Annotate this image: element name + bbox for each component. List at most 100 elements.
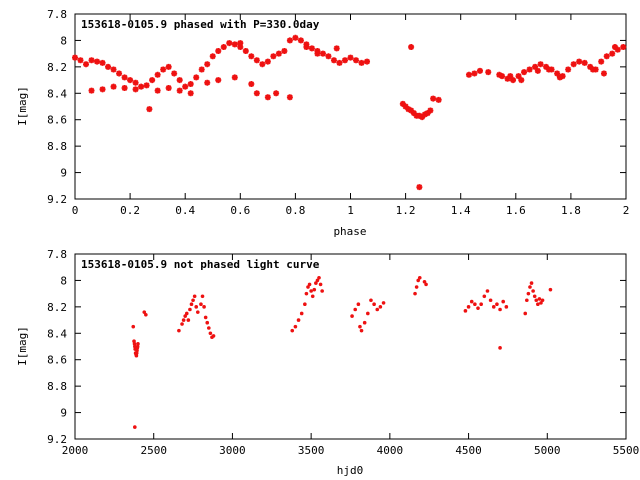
y-axis-label-unphased: I[mag] bbox=[16, 326, 29, 366]
data-point bbox=[135, 348, 139, 353]
data-point bbox=[132, 79, 139, 86]
data-point bbox=[526, 291, 531, 296]
data-point bbox=[523, 311, 528, 316]
data-point bbox=[189, 302, 194, 307]
data-point bbox=[476, 306, 480, 310]
data-point bbox=[200, 294, 205, 299]
data-point bbox=[215, 48, 222, 54]
data-point bbox=[325, 53, 332, 60]
data-point bbox=[565, 66, 572, 73]
data-point bbox=[358, 59, 365, 66]
data-point bbox=[77, 57, 84, 64]
plot-frame-unphased bbox=[74, 253, 627, 440]
data-point bbox=[353, 57, 360, 64]
y-tick-label: 8.2 bbox=[47, 301, 67, 314]
data-point bbox=[498, 307, 502, 312]
data-point bbox=[422, 279, 427, 284]
x-tick-label: 1 bbox=[347, 204, 354, 217]
data-point bbox=[304, 291, 309, 296]
data-point bbox=[121, 85, 128, 91]
y-tick-label: 8.2 bbox=[47, 61, 67, 74]
data-point bbox=[191, 298, 195, 303]
y-tick-label: 8.8 bbox=[47, 380, 67, 393]
data-point bbox=[417, 275, 422, 280]
data-point bbox=[378, 305, 383, 309]
data-point bbox=[146, 106, 153, 113]
data-point bbox=[231, 41, 238, 48]
data-point bbox=[187, 90, 194, 97]
data-point bbox=[143, 82, 150, 89]
axis-ticks-unphased: 2000 2500 3000 3500 4000 4500 5000 5500 7.8 8 8.2 8… bbox=[47, 248, 639, 457]
data-point bbox=[603, 53, 610, 60]
data-point bbox=[528, 285, 532, 289]
data-point bbox=[488, 298, 493, 303]
data-point bbox=[264, 94, 271, 101]
x-tick-label: 3000 bbox=[219, 444, 246, 457]
data-point bbox=[105, 63, 112, 70]
y-tick-label: 8 bbox=[60, 34, 67, 47]
x-tick-label: 2 bbox=[623, 204, 630, 217]
data-point bbox=[132, 86, 139, 93]
data-point bbox=[473, 302, 477, 307]
data-point bbox=[465, 71, 472, 78]
data-point bbox=[507, 73, 514, 80]
data-point bbox=[589, 66, 596, 73]
data-point bbox=[297, 37, 304, 44]
data-point bbox=[195, 310, 200, 314]
plot-frame-phased bbox=[74, 13, 627, 200]
data-points-phased bbox=[72, 34, 627, 191]
data-point bbox=[121, 74, 128, 81]
x-tick-label: 1.4 bbox=[451, 204, 471, 217]
data-point bbox=[504, 75, 511, 82]
data-point bbox=[587, 63, 594, 70]
data-point bbox=[471, 70, 478, 77]
data-point bbox=[435, 96, 442, 103]
data-point bbox=[253, 90, 260, 97]
y-tick-label: 8.4 bbox=[47, 87, 67, 100]
data-point bbox=[315, 278, 320, 283]
data-point bbox=[72, 54, 78, 61]
data-point bbox=[202, 305, 206, 309]
data-point bbox=[154, 87, 161, 94]
data-point bbox=[314, 281, 318, 285]
data-point bbox=[293, 324, 298, 329]
data-point bbox=[369, 298, 373, 303]
data-point bbox=[242, 48, 249, 54]
data-point bbox=[424, 110, 431, 117]
data-point bbox=[199, 302, 203, 307]
y-tick-label: 8.6 bbox=[47, 114, 67, 127]
data-point bbox=[543, 63, 550, 70]
data-point bbox=[188, 307, 192, 312]
data-point bbox=[372, 302, 376, 307]
data-point bbox=[414, 285, 419, 289]
x-tick-label: 0.6 bbox=[230, 204, 250, 217]
data-point bbox=[318, 282, 323, 287]
data-point bbox=[556, 74, 563, 81]
data-point bbox=[515, 73, 522, 80]
data-point bbox=[375, 307, 380, 312]
data-point bbox=[180, 322, 184, 326]
x-tick-label: 3500 bbox=[298, 444, 325, 457]
data-point bbox=[275, 50, 282, 57]
x-tick-label: 0.8 bbox=[285, 204, 305, 217]
data-point bbox=[131, 324, 136, 329]
data-point bbox=[132, 342, 137, 346]
data-point bbox=[303, 44, 310, 51]
data-point bbox=[127, 77, 134, 84]
y-tick-label: 8 bbox=[60, 274, 67, 287]
y-tick-label: 9.2 bbox=[47, 433, 67, 446]
data-point bbox=[485, 69, 492, 76]
data-point bbox=[204, 79, 211, 86]
data-point bbox=[211, 334, 216, 338]
x-tick-label: 2000 bbox=[62, 444, 89, 457]
x-axis-label-phased: phase bbox=[333, 225, 366, 238]
data-point bbox=[598, 58, 605, 65]
data-point bbox=[421, 111, 428, 118]
data-point bbox=[83, 61, 90, 68]
data-point bbox=[181, 318, 186, 322]
x-tick-label: 0 bbox=[72, 204, 79, 217]
data-point bbox=[264, 58, 271, 65]
data-point bbox=[495, 302, 499, 307]
data-point bbox=[248, 53, 255, 60]
